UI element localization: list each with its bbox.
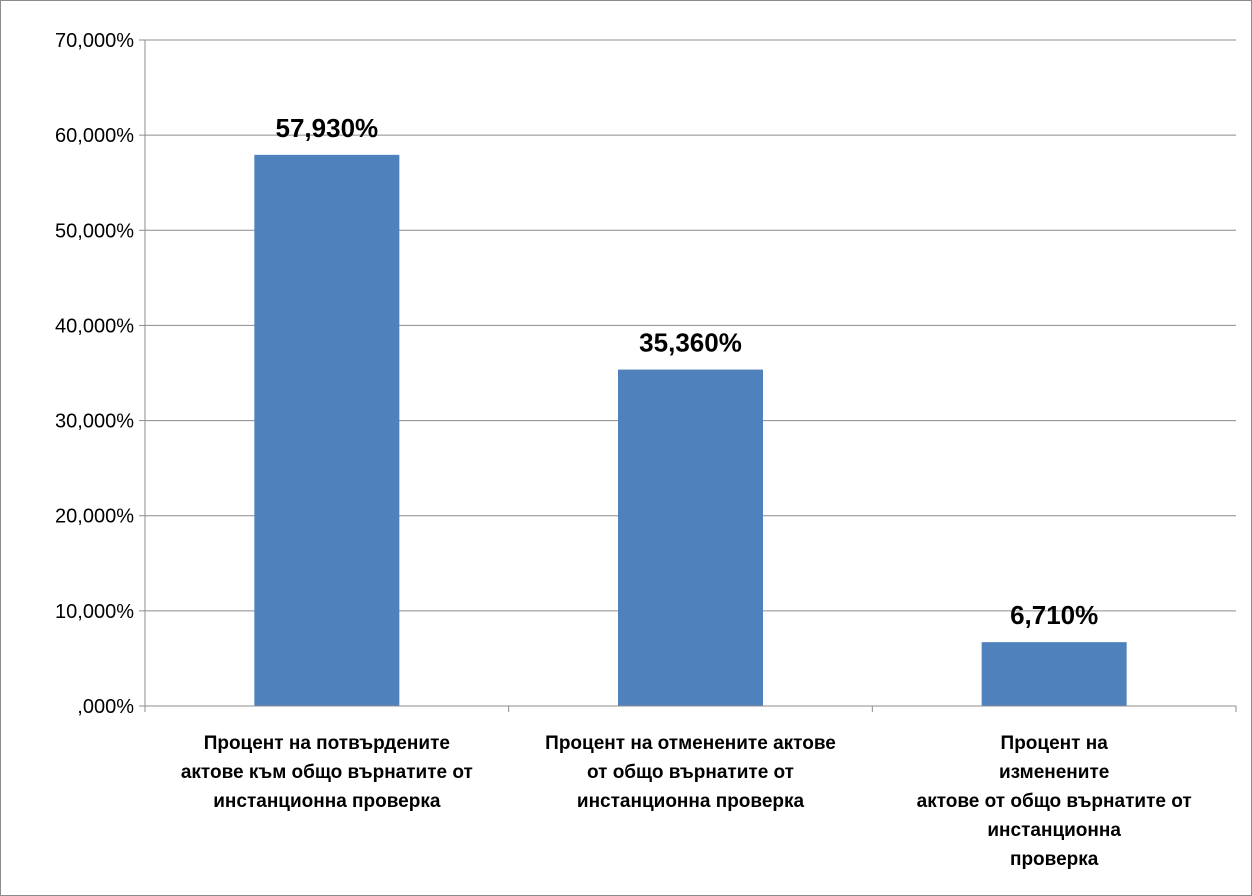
x-category-label-line: изменените xyxy=(999,762,1109,783)
x-category-label-line: Процент на отменените актове xyxy=(545,733,836,754)
y-tick-label: 60,000% xyxy=(55,125,134,147)
axes xyxy=(139,39,1237,712)
bar xyxy=(618,369,763,706)
y-axis-tick-labels: ,000% 10,000% 20,000% 30,000% 40,000% 50,000%… xyxy=(55,30,134,718)
y-tick-label: 40,000% xyxy=(55,315,134,337)
x-category-label-line: актове към общо върнатите от xyxy=(181,762,473,783)
bar xyxy=(254,154,400,707)
data-label: 35,360% xyxy=(639,328,742,358)
x-category-label-line: актове от общо върнатите от xyxy=(917,791,1192,812)
x-category-label-line: Процент на xyxy=(1001,733,1109,754)
x-category-label: Процент на изменените актове от общо върна… xyxy=(917,733,1192,870)
y-tick-label: 20,000% xyxy=(55,506,134,528)
y-tick-label: 50,000% xyxy=(55,220,134,242)
x-category-label: Процент на отменените актове от общо върн… xyxy=(545,733,836,812)
y-tick-label: 10,000% xyxy=(55,601,134,623)
bar xyxy=(981,642,1127,706)
x-category-label: Процент на потвърдените актове към общо в… xyxy=(181,733,473,812)
y-tick-label: ,000% xyxy=(77,696,134,718)
y-tick-label: 30,000% xyxy=(55,411,134,433)
x-axis-category-labels: Процент на потвърдените актове към общо в… xyxy=(181,733,1192,870)
data-label: 57,930% xyxy=(276,113,379,143)
x-category-label-line: инстанционна проверка xyxy=(577,791,805,812)
data-label: 6,710% xyxy=(1010,600,1098,630)
x-category-label-line: инстанционна xyxy=(987,820,1121,841)
x-category-label-line: инстанционна проверка xyxy=(213,791,441,812)
x-category-label-line: проверка xyxy=(1010,849,1099,870)
x-category-label-line: от общо върнатите от xyxy=(587,762,794,783)
bars xyxy=(254,154,1127,707)
x-category-label-line: Процент на потвърдените xyxy=(204,733,450,754)
y-tick-label: 70,000% xyxy=(55,30,134,52)
data-labels: 57,930% 35,360% 6,710% xyxy=(276,113,1099,630)
